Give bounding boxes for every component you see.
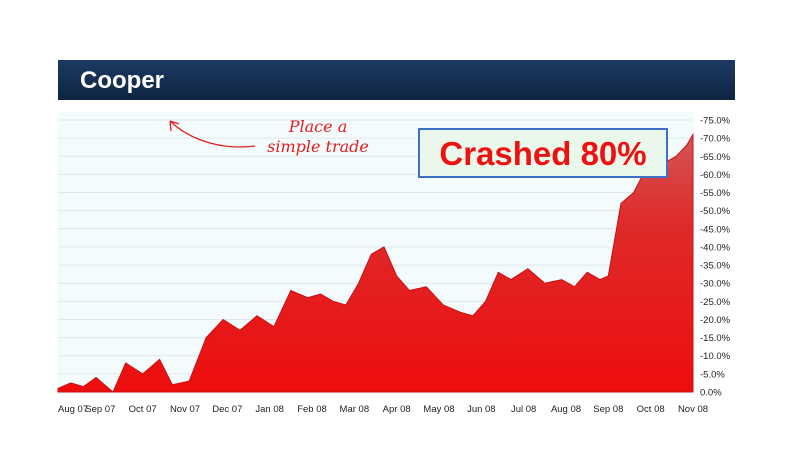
x-tick-label: Nov 07 [170, 404, 200, 415]
y-tick-label: -25.0% [700, 297, 731, 308]
y-tick-label: -10.0% [700, 351, 731, 362]
x-tick-label: Jan 08 [255, 404, 284, 415]
x-tick-label: Jul 08 [511, 404, 536, 415]
y-tick-label: -30.0% [700, 279, 731, 290]
y-tick-label: -75.0% [700, 116, 731, 127]
x-tick-label: Oct 07 [129, 404, 157, 415]
x-tick-label: Nov 08 [678, 404, 708, 415]
x-tick-label: Aug 08 [551, 404, 581, 415]
x-tick-label: Apr 08 [383, 404, 411, 415]
y-tick-label: -5.0% [700, 369, 725, 380]
y-tick-label: -55.0% [700, 188, 731, 199]
annotation-note: Place a simple trade [258, 117, 378, 157]
callout-text: Crashed 80% [420, 135, 666, 173]
x-tick-label: Mar 08 [340, 404, 370, 415]
y-tick-label: -35.0% [700, 261, 731, 272]
x-tick-label: Sep 07 [85, 404, 115, 415]
x-tick-label: Oct 08 [637, 404, 665, 415]
annotation-line-2: simple trade [258, 137, 378, 157]
y-tick-label: -50.0% [700, 206, 731, 217]
y-tick-label: -70.0% [700, 134, 731, 145]
x-tick-label: May 08 [423, 404, 454, 415]
x-tick-label: Sep 08 [593, 404, 623, 415]
annotation-line-1: Place a [258, 117, 378, 137]
callout-box: Crashed 80% [418, 128, 668, 178]
x-tick-label: Dec 07 [212, 404, 242, 415]
x-tick-label: Jun 08 [467, 404, 496, 415]
y-tick-label: -40.0% [700, 242, 731, 253]
y-tick-label: -20.0% [700, 315, 731, 326]
y-tick-label: -60.0% [700, 170, 731, 181]
y-tick-label: 0.0% [700, 388, 722, 399]
x-tick-label: Aug 07 [58, 404, 88, 415]
x-tick-label: Feb 08 [297, 404, 327, 415]
y-tick-label: -45.0% [700, 224, 731, 235]
y-tick-label: -15.0% [700, 333, 731, 344]
y-tick-label: -65.0% [700, 152, 731, 163]
